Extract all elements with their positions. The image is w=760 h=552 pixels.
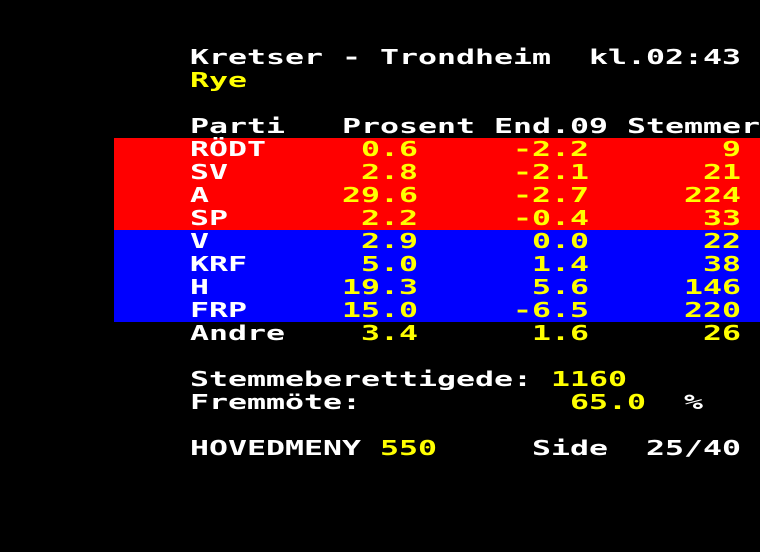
change-cell: 1.4 [532, 252, 590, 276]
change-cell: -2.1 [513, 160, 590, 184]
votes-cell: 38 [703, 252, 742, 276]
percent-cell: 2.9 [361, 229, 419, 253]
party-cell: SV [190, 160, 229, 184]
page-indicator-label: Side [532, 436, 609, 460]
col-header-change: End.09 [494, 114, 609, 138]
turnout-value: 65.0 [570, 390, 647, 414]
percent-cell: 0.6 [361, 137, 419, 161]
main-menu-label: HOVEDMENY [190, 436, 362, 460]
change-cell: -0.4 [513, 206, 590, 230]
change-cell: 0.0 [532, 229, 590, 253]
votes-cell: 220 [684, 298, 742, 322]
votes-cell: 26 [703, 321, 742, 345]
percent-cell: 5.0 [361, 252, 419, 276]
turnout-percent-sign: % [684, 390, 704, 414]
votes-cell: 33 [703, 206, 742, 230]
eligible-voters-value: 1160 [551, 367, 628, 391]
percent-cell: 15.0 [342, 298, 419, 322]
percent-cell: 2.8 [361, 160, 419, 184]
clock: kl.02:43 [589, 45, 742, 69]
percent-cell: 2.2 [361, 206, 419, 230]
change-cell: -2.7 [513, 183, 590, 207]
party-cell: V [190, 229, 210, 253]
party-cell: H [190, 275, 210, 299]
col-header-party: Parti [190, 114, 286, 138]
red-block-background [114, 138, 760, 230]
page-title: Kretser - Trondheim [190, 45, 552, 69]
percent-cell: 19.3 [342, 275, 419, 299]
party-cell: RÖDT [190, 137, 267, 161]
col-header-percent: Prosent [342, 114, 476, 138]
percent-cell: 29.6 [342, 183, 419, 207]
votes-cell: 224 [684, 183, 742, 207]
votes-cell: 21 [703, 160, 742, 184]
blue-block-background [114, 230, 760, 322]
party-cell: SP [190, 206, 229, 230]
eligible-voters-label: Stemmeberettigede: [190, 367, 533, 391]
col-header-votes: Stemmer [627, 114, 760, 138]
votes-cell: 22 [703, 229, 742, 253]
party-cell: FRP [190, 298, 248, 322]
votes-cell: 9 [722, 137, 742, 161]
votes-cell: 146 [684, 275, 742, 299]
main-menu-page-number[interactable]: 550 [380, 436, 438, 460]
party-cell: Andre [190, 321, 286, 345]
district-name: Rye [190, 68, 248, 92]
party-cell: KRF [190, 252, 248, 276]
percent-cell: 3.4 [361, 321, 419, 345]
change-cell: 1.6 [532, 321, 590, 345]
change-cell: -6.5 [513, 298, 590, 322]
change-cell: 5.6 [532, 275, 590, 299]
page-indicator-value: 25/40 [646, 436, 742, 460]
party-cell: A [190, 183, 210, 207]
change-cell: -2.2 [513, 137, 590, 161]
turnout-label: Fremmöte: [190, 390, 362, 414]
